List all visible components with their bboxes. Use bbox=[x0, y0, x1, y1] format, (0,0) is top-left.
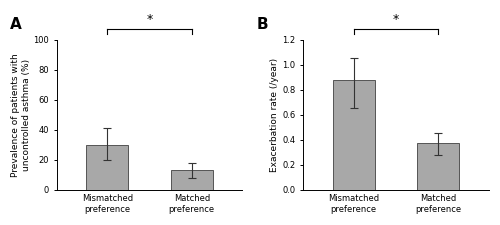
Bar bbox=[170, 170, 213, 190]
Text: *: * bbox=[146, 13, 152, 26]
Bar bbox=[417, 143, 460, 190]
Bar bbox=[86, 145, 128, 190]
Text: *: * bbox=[393, 13, 399, 26]
Y-axis label: Prevalence of patients with
uncontrolled asthma (%): Prevalence of patients with uncontrolled… bbox=[11, 53, 30, 177]
Text: A: A bbox=[10, 17, 22, 32]
Y-axis label: Exacerbation rate (/year): Exacerbation rate (/year) bbox=[270, 58, 280, 172]
Bar bbox=[332, 80, 375, 190]
Text: B: B bbox=[256, 17, 268, 32]
